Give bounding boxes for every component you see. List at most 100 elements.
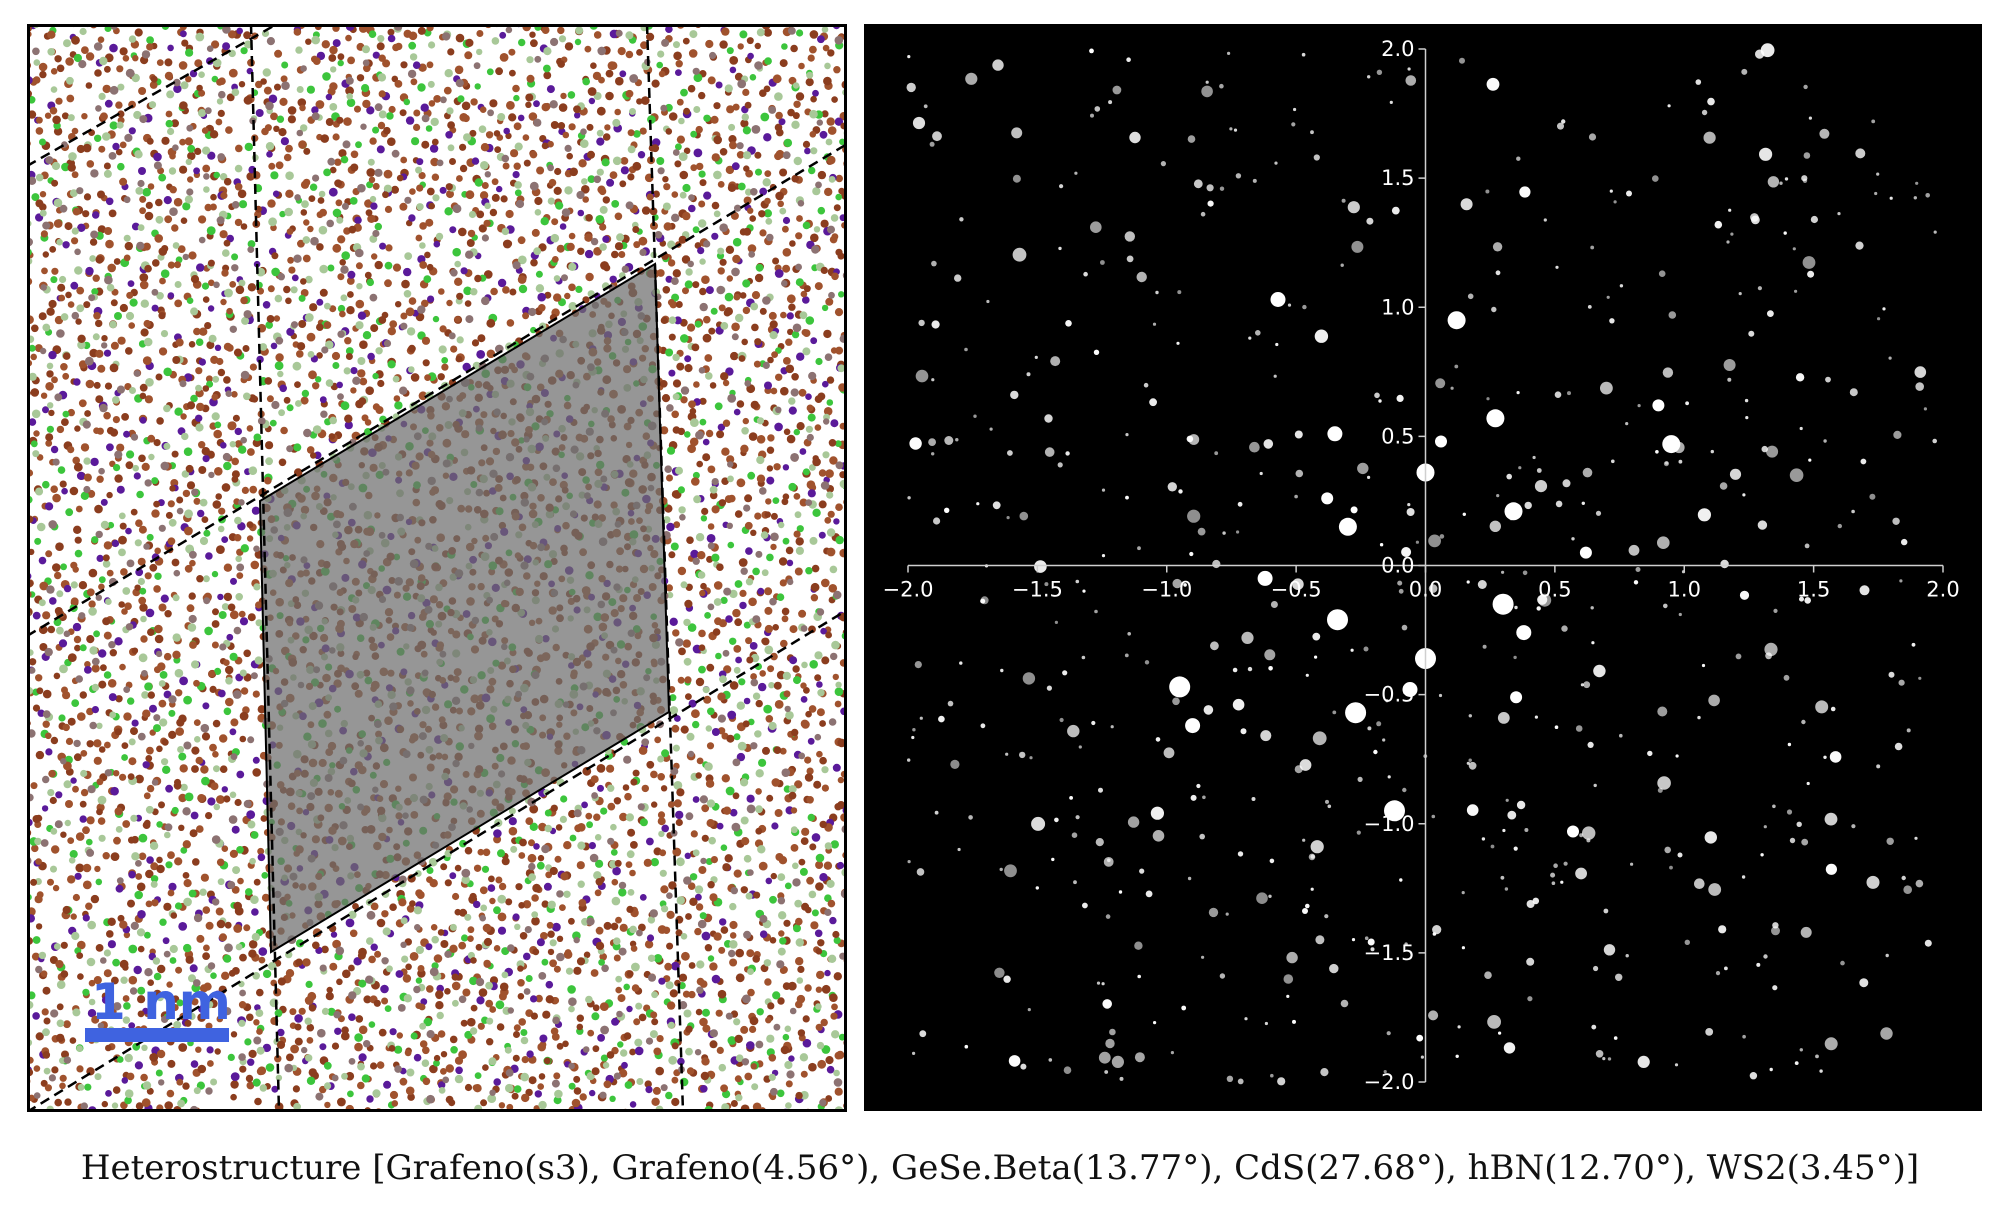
atom [703, 191, 712, 200]
atom [430, 117, 439, 127]
atom [140, 299, 149, 308]
atom [720, 596, 728, 605]
atom [568, 1005, 575, 1013]
atom [497, 926, 507, 935]
atom [149, 81, 158, 89]
atom [163, 442, 171, 450]
atom [346, 306, 355, 315]
atom [138, 87, 147, 95]
atom [173, 197, 183, 207]
atom [295, 400, 302, 407]
atom [381, 997, 389, 1005]
atom [214, 667, 222, 676]
atom [573, 1075, 581, 1083]
atom [293, 28, 302, 36]
atom [424, 374, 431, 381]
atom [61, 162, 70, 172]
atom [544, 809, 552, 817]
atom [766, 465, 774, 472]
atom [428, 41, 436, 49]
atom [218, 507, 226, 515]
atom [764, 606, 773, 615]
atom [243, 924, 251, 932]
atom [321, 945, 329, 954]
atom [199, 888, 207, 896]
atom [31, 193, 40, 202]
atom [212, 58, 222, 68]
atom [155, 215, 164, 224]
atom [796, 422, 805, 431]
atom [615, 975, 623, 983]
atom [234, 427, 242, 436]
atom [139, 273, 149, 282]
atom [464, 300, 472, 307]
atom [426, 187, 435, 196]
atom [265, 1063, 275, 1072]
atom [625, 31, 634, 40]
atom [278, 128, 287, 137]
atom [429, 1064, 438, 1074]
atom [357, 369, 366, 378]
atom [666, 942, 674, 950]
atom [468, 210, 477, 219]
atom [216, 545, 225, 554]
atom [39, 209, 47, 217]
atom [68, 152, 77, 161]
atom [445, 131, 453, 139]
atom [77, 340, 86, 350]
atom [80, 750, 88, 757]
atom [268, 94, 278, 104]
atom [177, 1099, 186, 1108]
atom [681, 255, 691, 264]
atom [640, 41, 648, 50]
atom [414, 870, 422, 877]
atom [476, 996, 485, 1005]
atom [452, 892, 460, 901]
atom [782, 216, 791, 225]
atom [238, 445, 247, 454]
atom [321, 1007, 330, 1016]
atom [545, 980, 554, 989]
atom [357, 311, 367, 320]
atom [614, 108, 621, 116]
atom [700, 515, 708, 522]
atom [230, 1080, 239, 1089]
atom [285, 969, 295, 978]
atom [60, 363, 68, 371]
atom [193, 497, 201, 505]
atom [673, 521, 681, 529]
atom [405, 1086, 415, 1096]
atom [599, 205, 608, 214]
atom [733, 408, 741, 416]
atom [736, 478, 746, 488]
atom [145, 378, 154, 387]
atom [51, 267, 59, 275]
atom [151, 477, 159, 485]
atom [255, 1009, 264, 1017]
atom [247, 1058, 255, 1066]
atom [578, 899, 587, 907]
atom [51, 161, 61, 171]
atom [166, 90, 175, 99]
atom [223, 461, 232, 471]
atom [231, 253, 239, 261]
atom [621, 1061, 628, 1069]
atom [113, 770, 120, 777]
atom [537, 1083, 544, 1090]
atom [214, 1048, 221, 1055]
atom [779, 747, 787, 755]
atom [838, 291, 845, 298]
atom [196, 934, 205, 943]
atom [444, 988, 451, 995]
atom [168, 709, 176, 717]
atom [678, 647, 686, 656]
atom [387, 34, 396, 43]
atom [529, 822, 538, 831]
atom [541, 26, 550, 34]
atom [147, 183, 155, 190]
atom [684, 280, 693, 289]
atom [80, 443, 90, 452]
atom [740, 1025, 749, 1034]
atom [711, 232, 719, 240]
atom [68, 857, 76, 864]
